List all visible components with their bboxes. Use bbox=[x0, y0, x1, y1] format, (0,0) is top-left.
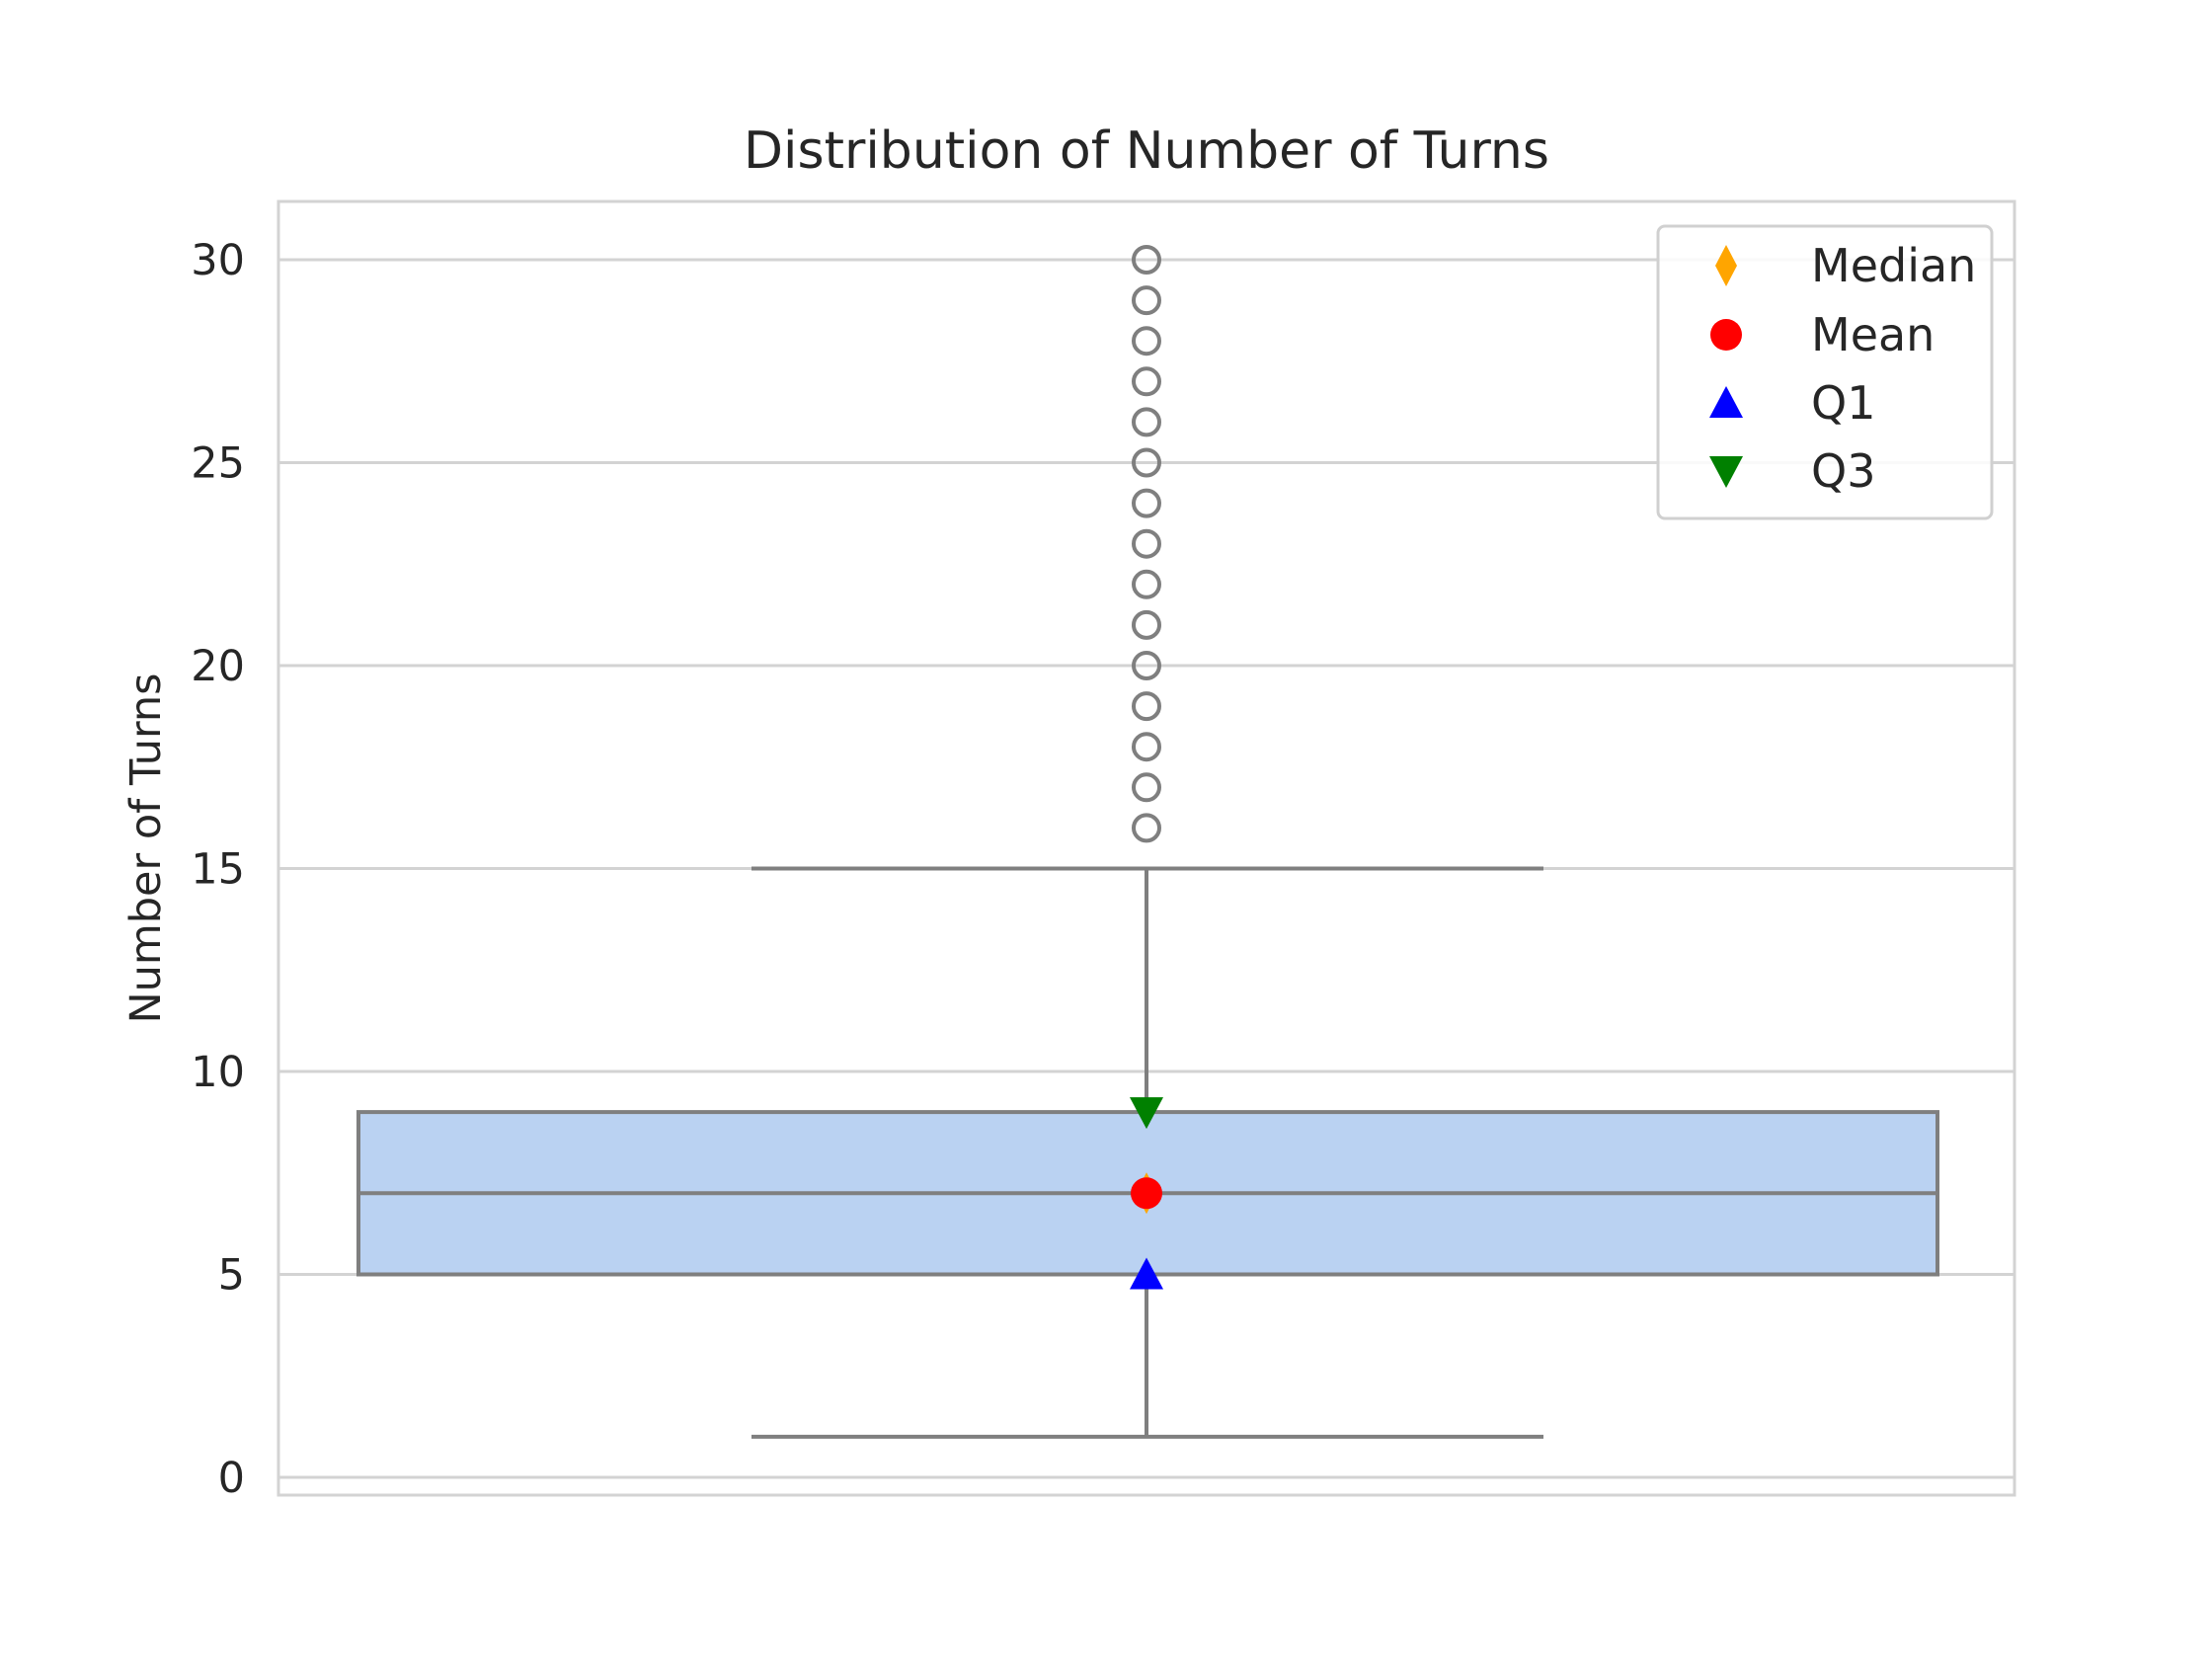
legend-label-q3: Q3 bbox=[1811, 444, 1875, 498]
outlier-point bbox=[1132, 691, 1161, 722]
y-tick-label-15: 15 bbox=[191, 845, 245, 895]
y-tick-label-30: 30 bbox=[191, 236, 245, 285]
y-tick-label-20: 20 bbox=[191, 642, 245, 691]
chart-title: Distribution of Number of Turns bbox=[744, 121, 1549, 181]
marker-q3 bbox=[1130, 1097, 1163, 1130]
outlier-point bbox=[1132, 772, 1161, 803]
outlier-point bbox=[1132, 488, 1161, 518]
legend-items: Median Mean Q1 Q3 bbox=[1709, 239, 1976, 498]
legend-label-mean: Mean bbox=[1811, 308, 1935, 361]
outlier-series bbox=[1132, 245, 1161, 843]
legend-marker-q3 bbox=[1709, 456, 1743, 488]
plot-frame bbox=[276, 199, 2016, 1497]
legend-marker-median bbox=[1715, 245, 1737, 286]
y-tick-label-25: 25 bbox=[191, 439, 245, 489]
legend-marker-mean bbox=[1710, 319, 1742, 351]
outlier-point bbox=[1132, 326, 1161, 356]
legend-marker-q1 bbox=[1709, 386, 1743, 418]
outlier-point bbox=[1132, 609, 1161, 640]
outlier-point bbox=[1132, 569, 1161, 599]
outlier-point bbox=[1132, 651, 1161, 680]
y-axis-label: Number of Turns bbox=[121, 673, 171, 1023]
outlier-point bbox=[1132, 732, 1161, 762]
y-axis-ticks: 0 5 10 15 20 25 30 bbox=[191, 236, 245, 1503]
marker-mean bbox=[1131, 1177, 1162, 1210]
legend-box bbox=[1656, 224, 1994, 520]
legend: Median Mean Q1 Q3 bbox=[1656, 224, 1994, 520]
outlier-point bbox=[1132, 528, 1161, 559]
stat-markers bbox=[1130, 1097, 1163, 1290]
outlier-point bbox=[1132, 447, 1161, 478]
outlier-point bbox=[1132, 813, 1161, 843]
marker-q1 bbox=[1130, 1257, 1163, 1290]
outlier-point bbox=[1132, 245, 1161, 275]
outlier-point bbox=[1132, 285, 1161, 316]
y-tick-label-0: 0 bbox=[218, 1454, 245, 1503]
legend-label-q1: Q1 bbox=[1811, 376, 1875, 430]
y-tick-label-5: 5 bbox=[218, 1251, 245, 1301]
y-tick-label-10: 10 bbox=[191, 1048, 245, 1097]
outlier-point bbox=[1132, 407, 1161, 437]
legend-label-median: Median bbox=[1811, 239, 1976, 292]
outlier-point bbox=[1132, 366, 1161, 397]
